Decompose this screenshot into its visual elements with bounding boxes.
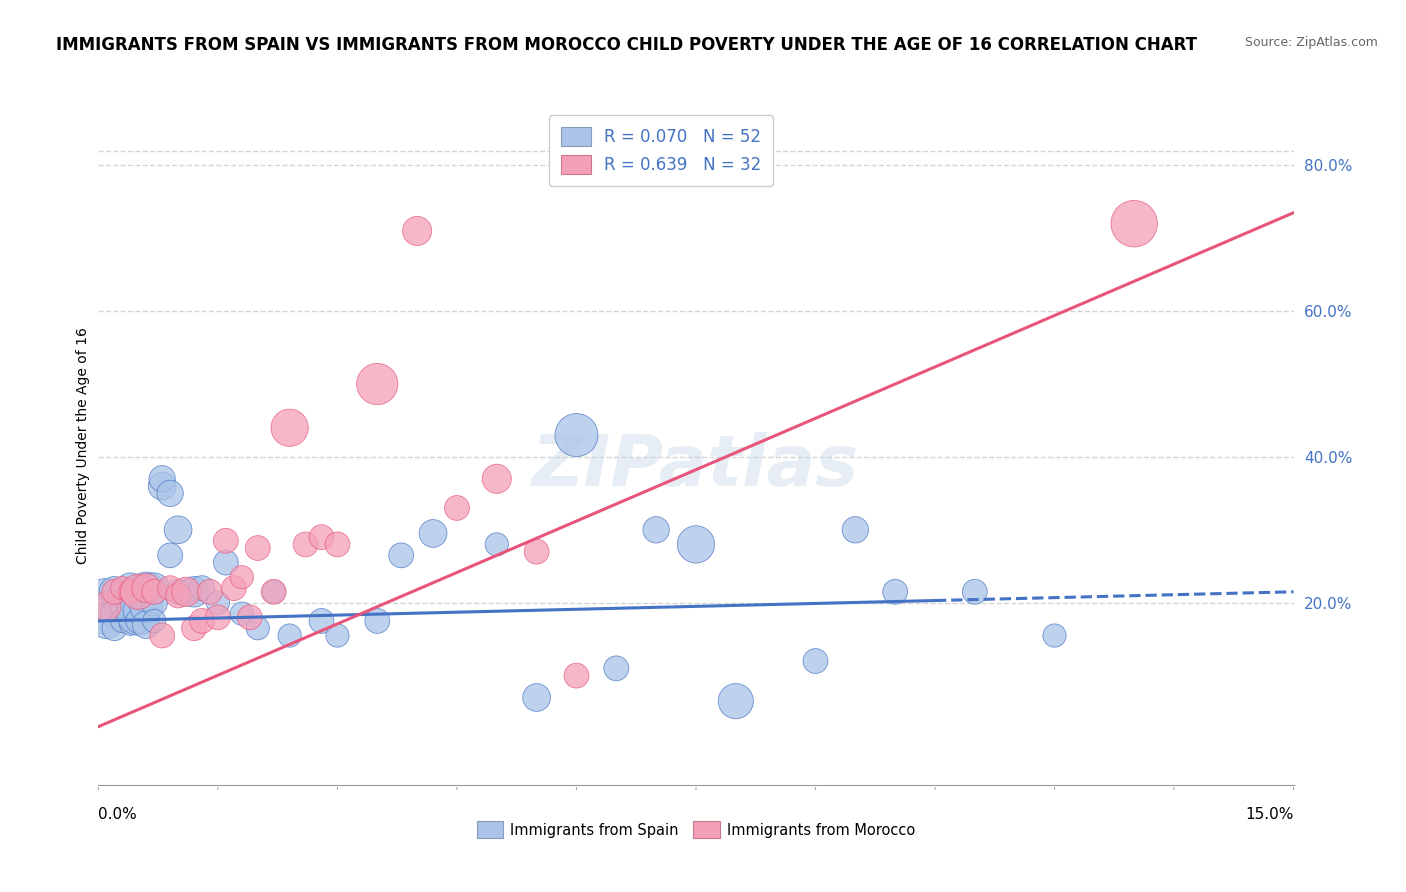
Point	[167, 523, 190, 537]
Point	[96, 599, 118, 614]
Point	[103, 584, 125, 599]
Point	[526, 544, 548, 558]
Point	[96, 599, 118, 614]
Point	[311, 614, 333, 628]
Point	[103, 621, 125, 635]
Point	[167, 584, 190, 599]
Point	[215, 556, 238, 570]
Point	[103, 607, 125, 621]
Point	[685, 537, 707, 551]
Point	[159, 549, 181, 563]
Point	[645, 523, 668, 537]
Point	[485, 537, 508, 551]
Point	[326, 628, 349, 642]
Point	[366, 377, 388, 392]
Point	[143, 584, 166, 599]
Text: 15.0%: 15.0%	[1246, 807, 1294, 822]
Point	[183, 621, 205, 635]
Point	[422, 526, 444, 541]
Point	[143, 614, 166, 628]
Point	[120, 584, 142, 599]
Point	[135, 584, 157, 599]
Point	[406, 224, 429, 238]
Point	[159, 486, 181, 500]
Point	[127, 584, 149, 599]
Legend: Immigrants from Spain, Immigrants from Morocco: Immigrants from Spain, Immigrants from M…	[470, 814, 922, 846]
Point	[231, 607, 253, 621]
Point	[96, 614, 118, 628]
Point	[278, 628, 301, 642]
Point	[207, 610, 229, 624]
Point	[263, 584, 285, 599]
Point	[159, 581, 181, 595]
Point	[526, 690, 548, 705]
Point	[127, 607, 149, 621]
Text: 0.0%: 0.0%	[98, 807, 138, 822]
Point	[191, 581, 214, 595]
Point	[127, 614, 149, 628]
Text: Source: ZipAtlas.com: Source: ZipAtlas.com	[1244, 36, 1378, 49]
Point	[191, 614, 214, 628]
Point	[724, 694, 747, 708]
Point	[174, 584, 197, 599]
Point	[111, 589, 134, 603]
Point	[120, 617, 142, 632]
Point	[150, 472, 173, 486]
Y-axis label: Child Poverty Under the Age of 16: Child Poverty Under the Age of 16	[76, 327, 90, 565]
Point	[263, 584, 285, 599]
Point	[389, 549, 412, 563]
Point	[804, 654, 827, 668]
Point	[103, 584, 125, 599]
Point	[183, 584, 205, 599]
Point	[143, 581, 166, 595]
Point	[150, 479, 173, 493]
Point	[135, 581, 157, 595]
Point	[120, 599, 142, 614]
Point	[565, 428, 588, 442]
Point	[111, 599, 134, 614]
Point	[565, 668, 588, 682]
Point	[222, 581, 245, 595]
Point	[1123, 217, 1146, 231]
Point	[231, 570, 253, 584]
Point	[246, 621, 269, 635]
Point	[311, 530, 333, 544]
Point	[326, 537, 349, 551]
Point	[294, 537, 316, 551]
Point	[963, 584, 986, 599]
Point	[198, 584, 221, 599]
Point	[239, 610, 262, 624]
Point	[150, 628, 173, 642]
Point	[174, 584, 197, 599]
Point	[884, 584, 907, 599]
Point	[446, 500, 468, 515]
Point	[215, 533, 238, 548]
Point	[135, 617, 157, 632]
Point	[143, 596, 166, 610]
Point	[485, 472, 508, 486]
Point	[1043, 628, 1066, 642]
Point	[844, 523, 866, 537]
Point	[366, 614, 388, 628]
Text: IMMIGRANTS FROM SPAIN VS IMMIGRANTS FROM MOROCCO CHILD POVERTY UNDER THE AGE OF : IMMIGRANTS FROM SPAIN VS IMMIGRANTS FROM…	[56, 36, 1198, 54]
Point	[167, 589, 190, 603]
Point	[605, 661, 627, 675]
Point	[278, 421, 301, 435]
Point	[207, 596, 229, 610]
Point	[135, 599, 157, 614]
Point	[111, 614, 134, 628]
Point	[120, 581, 142, 595]
Point	[111, 581, 134, 595]
Text: ZIPatlas: ZIPatlas	[533, 432, 859, 500]
Point	[127, 603, 149, 617]
Point	[246, 541, 269, 555]
